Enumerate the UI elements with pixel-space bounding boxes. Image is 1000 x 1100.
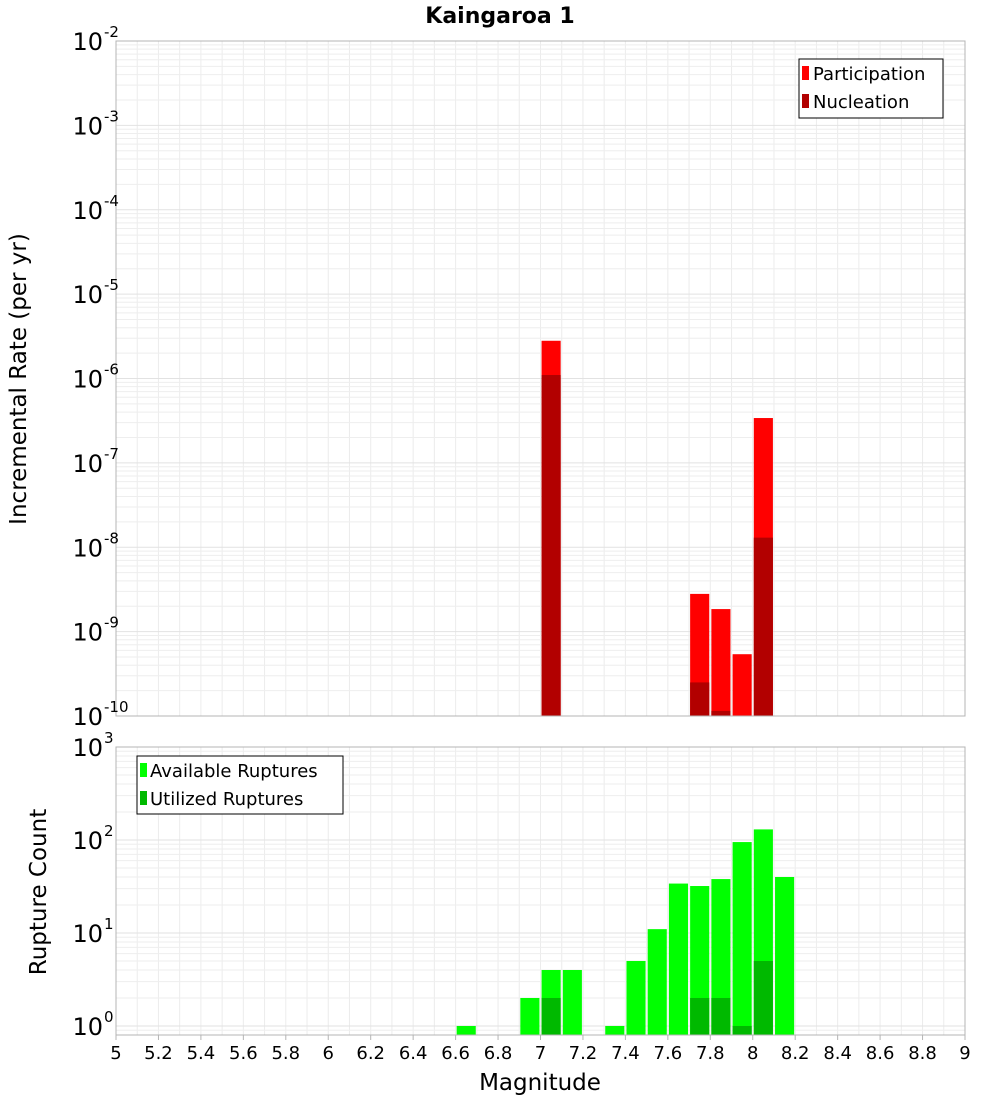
count-y-tick-exponent: 2 [104,822,114,840]
count-gridlines [116,747,965,1036]
x-tick-label: 5 [110,1043,121,1064]
bar-available-ruptures [711,879,731,1035]
rate-plot-frame [115,40,966,717]
x-tick-label: 6.8 [484,1043,513,1064]
bar-available-ruptures [520,997,540,1035]
rate-y-tick-exponent: -5 [104,276,119,294]
x-tick-label: 8.8 [908,1043,937,1064]
bar-available-ruptures [626,960,646,1035]
bar-participation [732,654,752,716]
x-tick-label: 8.4 [823,1043,852,1064]
legend-swatch-participation [802,66,809,80]
bar-available-ruptures [562,969,582,1035]
bar-available-ruptures [690,886,710,1035]
x-tick-label: 5.6 [229,1043,258,1064]
legend-swatch-nucleation [802,94,809,108]
x-tick-label: 8 [747,1043,758,1064]
rate-y-tick-base: 10 [72,619,103,647]
count-legend-box [136,755,344,815]
rate-gridlines [116,41,965,717]
legend-label-available: Available Ruptures [150,761,318,782]
rate-y-tick-exponent: -3 [104,107,119,125]
bar-available-ruptures [775,877,795,1035]
rate-bars [541,340,773,716]
bar-utilized-ruptures [732,1025,752,1035]
count-y-tick-exponent: 3 [104,729,114,747]
x-tick-label: 5.2 [144,1043,173,1064]
bar-participation [711,609,731,716]
bar-utilized-ruptures [753,960,773,1035]
bar-nucleation [711,710,731,716]
bar-available-ruptures [647,929,667,1035]
rate-y-tick-base: 10 [72,112,103,140]
legend-label-participation: Participation [813,64,925,85]
count-y-axis-label: Rupture Count [26,809,52,975]
x-tick-label: 8.6 [866,1043,895,1064]
x-tick-label: 6.6 [441,1043,470,1064]
bar-utilized-ruptures [690,997,710,1035]
rate-y-tick-base: 10 [72,281,103,309]
rate-y-tick-exponent: -4 [104,192,119,210]
x-tick-label: 8.2 [781,1043,810,1064]
count-y-tick-base: 10 [72,734,103,762]
legend-swatch-utilized [140,791,147,805]
rate-y-tick-exponent: -2 [104,23,119,41]
x-tick-label: 6.4 [399,1043,428,1064]
rate-y-tick-base: 10 [72,197,103,225]
bar-nucleation [541,375,561,716]
count-y-tick-base: 10 [72,827,103,855]
x-axis-label: Magnitude [479,1070,601,1096]
x-tick-label: 7.2 [569,1043,598,1064]
x-tick-label: 7 [535,1043,546,1064]
x-tick-label: 6 [323,1043,334,1064]
count-y-tick-exponent: 1 [104,915,114,933]
bar-available-ruptures [732,842,752,1035]
bar-available-ruptures [668,883,689,1035]
count-y-tick-base: 10 [72,920,103,948]
legend-label-nucleation: Nucleation [813,92,909,113]
rate-y-tick-exponent: -9 [104,614,119,632]
bar-available-ruptures [456,1025,476,1035]
legend-swatch-available [140,763,147,777]
count-legend: Available Ruptures Utilized Ruptures [136,755,344,815]
bar-nucleation [690,682,710,716]
rate-y-tick-base: 10 [72,28,103,56]
bar-nucleation [753,537,773,716]
x-ticks: 5 5.2 5.4 5.6 5.8 6 6.2 6.4 6.6 6.8 7 7.2 7.4 7.6 7.8 8… [110,1035,971,1064]
rate-y-tick-exponent: -6 [104,361,119,379]
rate-y-tick-base: 10 [72,534,103,562]
rate-y-tick-base: 10 [72,703,103,731]
count-y-tick-base: 10 [72,1013,103,1041]
rate-y-tick-exponent: -7 [104,445,119,463]
chart-title: Kaingaroa 1 [425,4,574,29]
rate-legend: Participation Nucleation [798,58,944,119]
x-tick-label: 5.8 [271,1043,300,1064]
x-tick-label: 6.2 [356,1043,385,1064]
rate-legend-box [798,58,944,119]
x-tick-label: 9 [959,1043,970,1064]
rate-y-tick-base: 10 [72,450,103,478]
x-tick-label: 5.4 [187,1043,216,1064]
count-bars [456,829,795,1035]
rate-y-tick-exponent: -8 [104,529,119,547]
x-tick-label: 7.4 [611,1043,640,1064]
count-y-tick-exponent: 0 [104,1008,114,1026]
bar-utilized-ruptures [541,997,561,1035]
rate-y-tick-exponent: -10 [104,698,129,716]
rate-y-axis-label: Incremental Rate (per yr) [6,233,32,525]
x-tick-label: 7.6 [654,1043,683,1064]
rate-y-tick-base: 10 [72,366,103,394]
bar-utilized-ruptures [711,997,731,1035]
bar-available-ruptures [605,1025,625,1035]
x-tick-label: 7.8 [696,1043,725,1064]
legend-label-utilized: Utilized Ruptures [150,789,303,810]
